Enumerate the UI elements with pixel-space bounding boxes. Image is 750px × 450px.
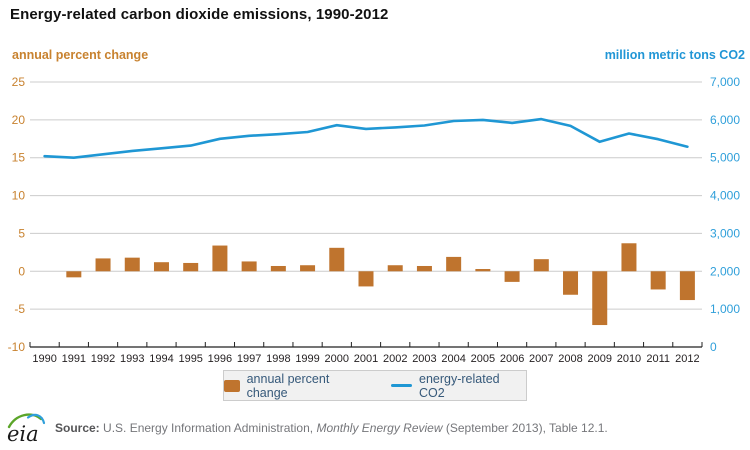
svg-text:1990: 1990 [32, 353, 56, 365]
left-axis-label: annual percent change [12, 48, 149, 62]
left-axis-tick-labels: 25 20 15 10 5 0 -5 -10 [8, 75, 26, 354]
svg-text:-10: -10 [8, 340, 26, 354]
legend: annual percent change energy-related CO2 [223, 370, 527, 401]
x-axis-year-labels: 1990 1991 1992 1993 1994 1995 1996 1997 1998 1999… [32, 353, 699, 365]
svg-text:2003: 2003 [412, 353, 436, 365]
bar-1997 [241, 261, 257, 272]
svg-text:eia: eia [7, 422, 39, 446]
svg-text:2005: 2005 [471, 353, 495, 365]
source-post: (September 2013), Table 12.1. [442, 421, 608, 435]
bar-1998 [270, 265, 286, 272]
svg-text:1997: 1997 [237, 353, 261, 365]
bar-2005 [475, 269, 491, 272]
svg-text:15: 15 [12, 151, 26, 165]
svg-text:20: 20 [12, 113, 26, 127]
svg-text:1,000: 1,000 [710, 302, 740, 316]
page-title: Energy-related carbon dioxide emissions,… [10, 6, 389, 23]
svg-text:2010: 2010 [617, 353, 641, 365]
right-axis-label: million metric tons CO2 [604, 48, 745, 62]
footer: eia Source: U.S. Energy Information Admi… [6, 410, 608, 446]
svg-text:0: 0 [710, 340, 717, 354]
source-pre: U.S. Energy Information Administration, [99, 421, 317, 435]
bar-2001 [358, 271, 374, 287]
svg-text:5,000: 5,000 [710, 151, 740, 165]
svg-text:2000: 2000 [325, 353, 349, 365]
svg-text:1993: 1993 [120, 353, 144, 365]
bar-2007 [533, 259, 549, 272]
eia-logo-icon: eia [7, 413, 46, 446]
bar-2012 [679, 271, 695, 301]
bar-swatch-icon [224, 379, 240, 392]
svg-text:5: 5 [18, 226, 25, 240]
svg-text:2006: 2006 [500, 353, 524, 365]
svg-text:2009: 2009 [587, 353, 611, 365]
bar-series-annual-percent-change [66, 243, 695, 326]
svg-text:4,000: 4,000 [710, 189, 740, 203]
legend-line-label: energy-related CO2 [419, 371, 500, 400]
svg-text:10: 10 [12, 189, 26, 203]
bar-2011 [650, 271, 666, 290]
source-label: Source: [55, 421, 100, 435]
svg-text:25: 25 [12, 75, 26, 89]
svg-text:3,000: 3,000 [710, 226, 740, 240]
bar-1994 [153, 262, 169, 272]
x-axis [29, 342, 703, 348]
bar-2009 [592, 271, 608, 326]
bar-2002 [387, 265, 403, 272]
svg-text:2004: 2004 [441, 353, 465, 365]
svg-text:2002: 2002 [383, 353, 407, 365]
legend-item-energy-related-co2: energy-related CO2 [390, 371, 526, 400]
bar-2004 [446, 256, 462, 272]
bar-2008 [563, 271, 579, 295]
svg-text:0: 0 [18, 264, 25, 278]
bar-1991 [66, 271, 82, 278]
source-publication: Monthly Energy Review [316, 421, 443, 435]
line-swatch-icon [390, 384, 412, 387]
source-citation: Source: U.S. Energy Information Administ… [55, 421, 608, 435]
bar-1993 [124, 257, 140, 272]
svg-text:1994: 1994 [149, 353, 173, 365]
svg-text:1999: 1999 [295, 353, 319, 365]
right-axis-tick-labels: 7,000 6,000 5,000 4,000 3,000 2,000 1,000 0 [710, 75, 740, 354]
svg-text:1995: 1995 [178, 353, 202, 365]
line-series-energy-related-co2 [43, 117, 689, 159]
bar-1996 [212, 245, 228, 272]
bar-1999 [300, 265, 316, 272]
bar-2006 [504, 271, 520, 282]
bar-2000 [329, 247, 345, 272]
legend-item-annual-percent-change: annual percent change [224, 372, 371, 400]
bar-1992 [95, 258, 111, 272]
svg-text:7,000: 7,000 [710, 75, 740, 89]
svg-text:1992: 1992 [91, 353, 115, 365]
gridlines [30, 81, 702, 310]
svg-text:1998: 1998 [266, 353, 290, 365]
svg-text:2001: 2001 [354, 353, 378, 365]
svg-text:2011: 2011 [646, 353, 670, 365]
svg-text:2008: 2008 [558, 353, 582, 365]
svg-text:-5: -5 [14, 302, 25, 316]
legend-bar-label: annual percent change [246, 371, 330, 400]
bar-1995 [183, 262, 199, 272]
svg-text:6,000: 6,000 [710, 113, 740, 127]
svg-text:2,000: 2,000 [710, 264, 740, 278]
svg-text:1991: 1991 [62, 353, 86, 365]
svg-text:1996: 1996 [208, 353, 232, 365]
bar-2010 [621, 243, 637, 272]
bar-2003 [416, 265, 432, 272]
svg-text:2007: 2007 [529, 353, 553, 365]
svg-text:2012: 2012 [675, 353, 699, 365]
